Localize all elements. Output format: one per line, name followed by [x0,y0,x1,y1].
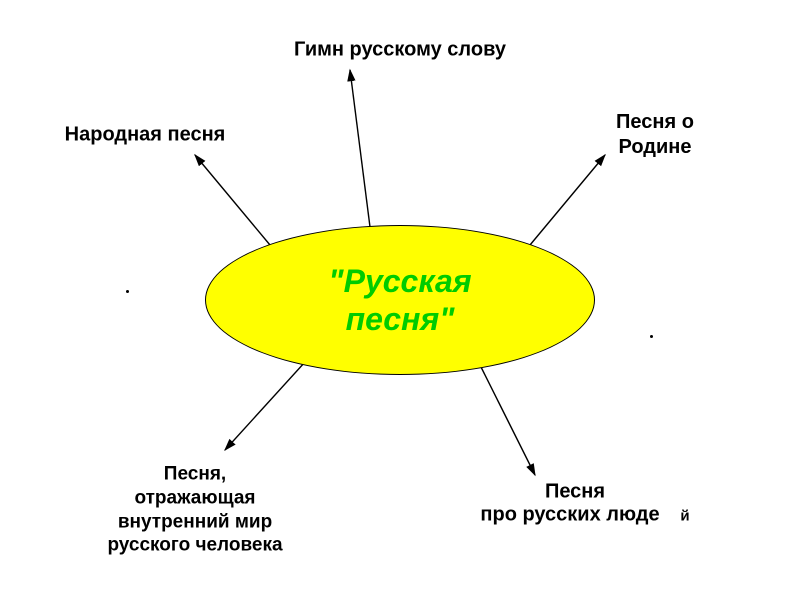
node-bottom-right-1: Песня [545,480,605,505]
arrow [530,155,605,245]
node-bottom-right-3: й [680,508,689,527]
node-top-right: Песня о Родине [583,110,728,160]
arrow [480,365,535,475]
center-node: "Русская песня" [205,225,595,375]
node-top-left: Народная песня [65,123,226,148]
node-bottom-left: Песня, отражающая внутренний мир русског… [107,463,282,558]
center-label: "Русская песня" [328,262,471,339]
dot [650,335,653,338]
node-bottom-right-2: про русских люде [480,503,659,528]
arrow [195,155,270,245]
node-top: Гимн русскому слову [294,38,506,63]
arrow [350,70,370,227]
diagram-canvas: "Русская песня" Гимн русскому слову Народ… [0,0,800,600]
arrow [225,362,305,450]
dot [126,290,129,293]
